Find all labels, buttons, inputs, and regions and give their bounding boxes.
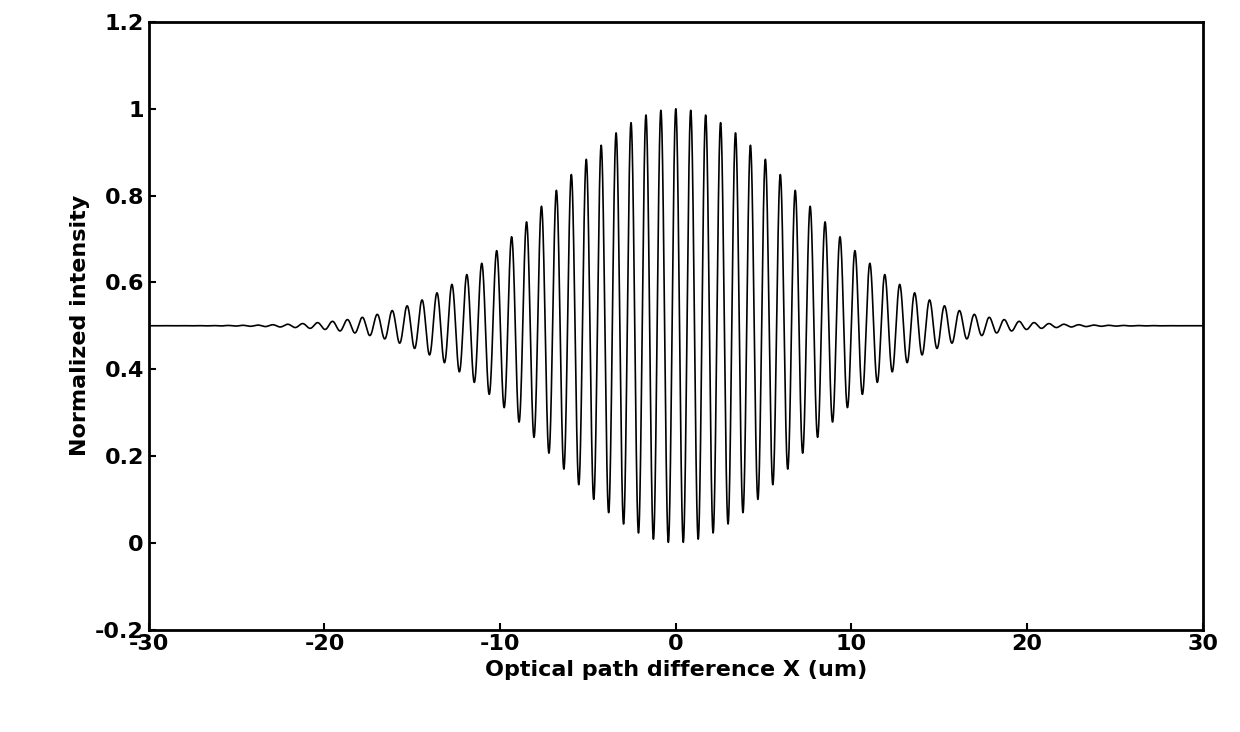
X-axis label: Optical path difference X (um): Optical path difference X (um) <box>485 660 867 680</box>
Y-axis label: Normalized intensity: Normalized intensity <box>69 195 89 456</box>
